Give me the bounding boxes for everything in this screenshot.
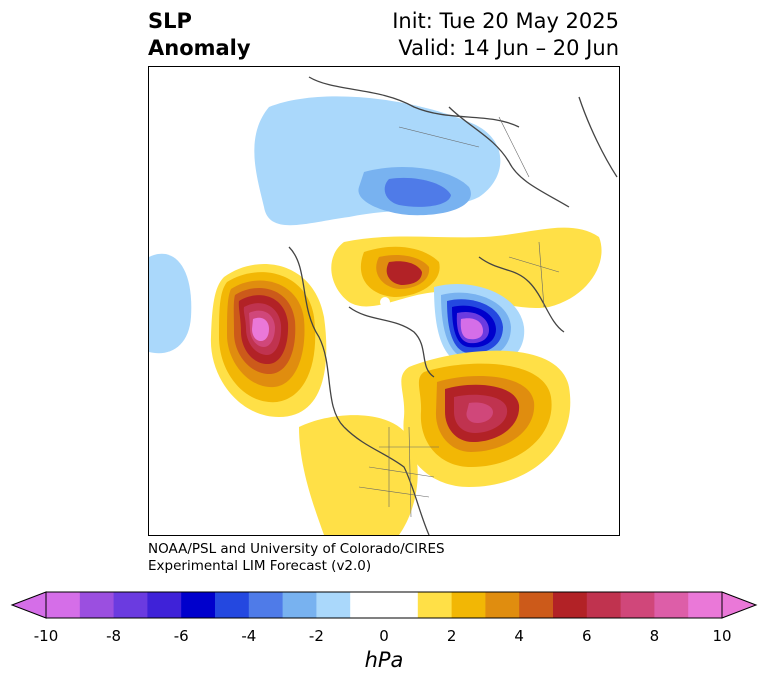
colorbar-tick-label: -2 xyxy=(308,627,324,645)
colorbar-extend-min xyxy=(10,591,47,619)
colorbar-tick-label: 10 xyxy=(712,627,732,645)
colorbar-svg xyxy=(10,591,758,619)
colorbar-swatch xyxy=(384,592,419,618)
colorbar-swatch xyxy=(316,592,351,618)
positive-anomaly-eastern-us xyxy=(299,415,418,535)
credit-line-2: Experimental LIM Forecast (v2.0) xyxy=(148,558,372,574)
colorbar-tick-label: 0 xyxy=(379,627,389,645)
colorbar-border xyxy=(45,591,723,619)
colorbar xyxy=(10,590,758,620)
init-date: Init: Tue 20 May 2025 xyxy=(392,9,619,33)
colorbar-swatch xyxy=(147,592,182,618)
colorbar-tick-label: -8 xyxy=(106,627,122,645)
colorbar-swatch xyxy=(350,592,385,618)
negative-anomaly-siberia xyxy=(254,96,501,226)
colorbar-swatch xyxy=(282,592,317,618)
colorbar-swatch xyxy=(519,592,554,618)
positive-anomaly-northeast-pacific xyxy=(210,264,327,417)
colorbar-tick-label: -10 xyxy=(33,627,59,645)
data-credit: NOAA/PSL and University of Colorado/CIRE… xyxy=(148,541,445,575)
colorbar-swatch xyxy=(181,592,216,618)
pole-marker xyxy=(380,297,390,307)
forecast-dates: Init: Tue 20 May 2025 Valid: 14 Jun – 20… xyxy=(392,8,619,62)
colorbar-swatch xyxy=(485,592,520,618)
negative-anomaly-pacific-west xyxy=(149,253,192,354)
colorbar-tick-label: 2 xyxy=(446,627,457,645)
title-line-1: SLP xyxy=(148,9,192,33)
colorbar-tick-label: 4 xyxy=(514,627,524,645)
credit-line-1: NOAA/PSL and University of Colorado/CIRE… xyxy=(148,541,445,557)
colorbar-swatch xyxy=(654,592,689,618)
colorbar-swatch xyxy=(215,592,250,618)
colorbar-swatch xyxy=(417,592,453,618)
colorbar-swatch xyxy=(451,592,486,618)
positive-anomaly-north-atlantic xyxy=(401,350,571,487)
colorbar-swatch xyxy=(248,592,284,618)
colorbar-extend-max xyxy=(721,591,758,619)
title-line-2: Anomaly xyxy=(148,36,251,60)
coastlines xyxy=(288,76,618,535)
valid-range: Valid: 14 Jun – 20 Jun xyxy=(398,36,619,60)
colorbar-swatch xyxy=(688,592,723,618)
map-title: SLP Anomaly xyxy=(148,8,251,62)
colorbar-tick-label: -6 xyxy=(173,627,189,645)
colorbar-tick-label: -4 xyxy=(241,627,257,645)
colorbar-tick-label: 8 xyxy=(649,627,660,645)
country-borders xyxy=(358,116,560,518)
colorbar-swatch xyxy=(553,592,588,618)
anomaly-map xyxy=(149,76,618,535)
colorbar-tick-label: 6 xyxy=(582,627,592,645)
colorbar-swatch xyxy=(620,592,655,618)
colorbar-units: hPa xyxy=(364,648,404,672)
colorbar-swatch xyxy=(46,592,81,618)
negative-anomaly-greenland xyxy=(434,283,525,368)
colorbar-swatch xyxy=(79,592,115,618)
colorbar-swatch xyxy=(113,592,148,618)
map-panel xyxy=(148,66,620,536)
colorbar-swatch xyxy=(586,592,622,618)
